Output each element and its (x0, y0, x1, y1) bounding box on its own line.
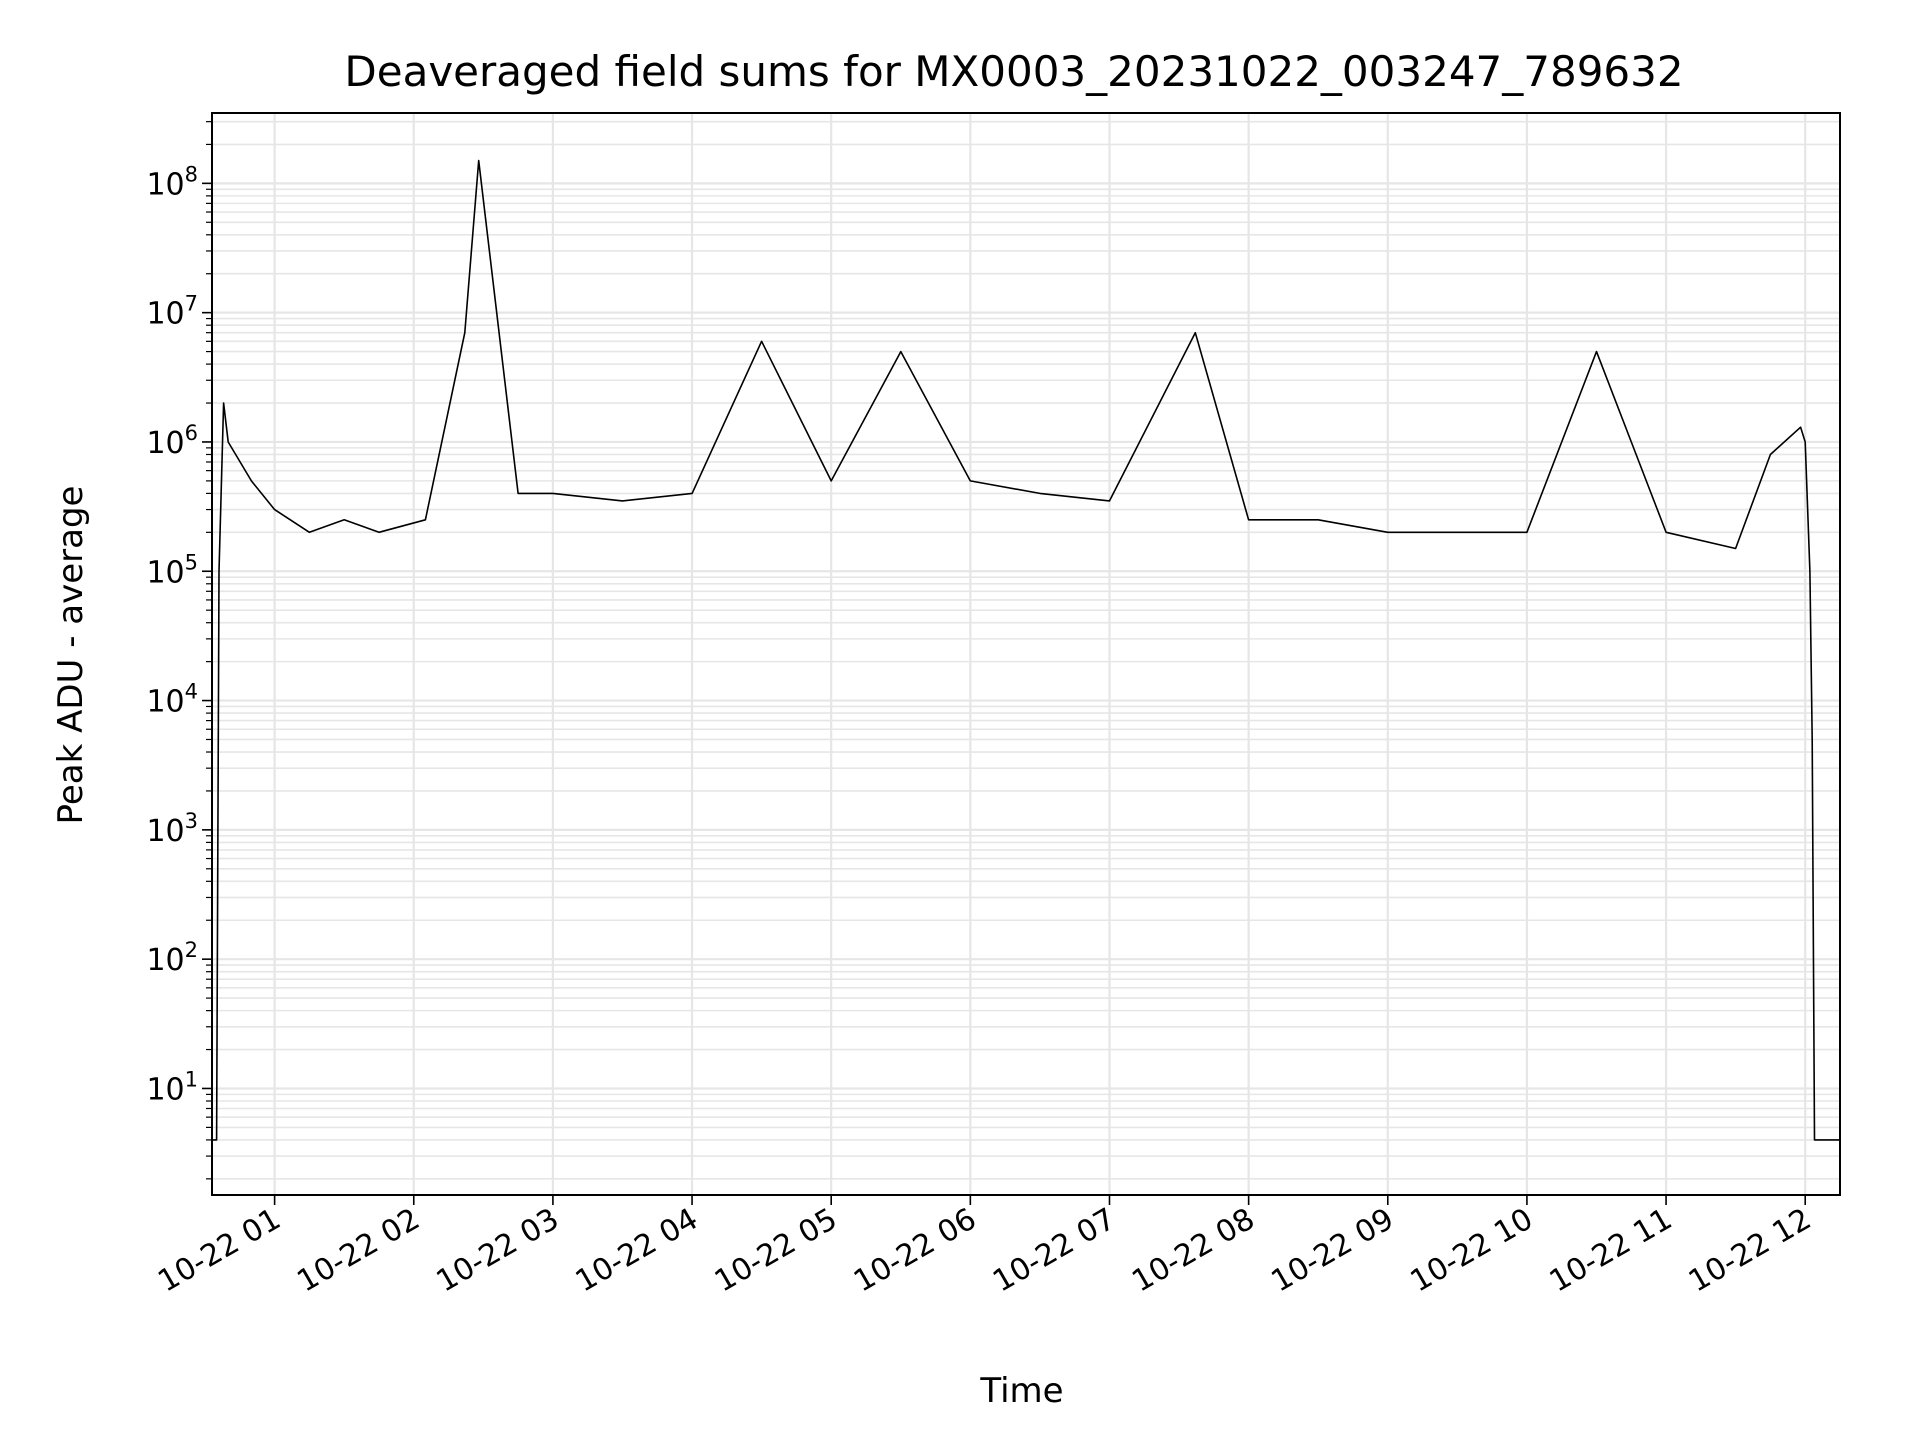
series-line (212, 159, 1840, 1141)
x-axis-label: Time (979, 1371, 1063, 1411)
y-tick-base: 10 (146, 426, 184, 461)
y-tick-label: 105 (146, 550, 198, 590)
y-tick-label: 102 (146, 938, 198, 978)
y-tick-exponent: 6 (185, 421, 198, 445)
y-tick-label: 108 (146, 162, 198, 202)
chart-title: Deaveraged field sums for MX0003_2023102… (344, 47, 1683, 96)
y-tick-exponent: 2 (185, 938, 198, 962)
y-tick-exponent: 7 (185, 292, 198, 316)
series-layer (212, 159, 1840, 1141)
y-tick-base: 10 (146, 1072, 184, 1107)
y-tick-exponent: 3 (185, 809, 198, 833)
y-tick-base: 10 (146, 943, 184, 978)
y-tick-label: 103 (146, 809, 198, 849)
axes-frame (211, 112, 1841, 1196)
y-tick-exponent: 4 (185, 680, 198, 704)
y-tick-exponent: 8 (185, 162, 198, 186)
y-tick-label: 101 (146, 1067, 198, 1107)
y-tick-base: 10 (146, 167, 184, 202)
y-tick-base: 10 (146, 685, 184, 720)
y-tick-base: 10 (146, 814, 184, 849)
y-tick-exponent: 1 (185, 1067, 198, 1091)
grid-layer (212, 113, 1840, 1195)
plot-frame (211, 112, 1841, 1196)
y-tick-exponent: 5 (185, 550, 198, 574)
y-tick-label: 107 (146, 292, 198, 332)
y-tick-base: 10 (146, 297, 184, 332)
y-tick-base: 10 (146, 555, 184, 590)
y-tick-label: 106 (146, 421, 198, 461)
y-tick-label: 104 (146, 680, 198, 720)
y-axis-label: Peak ADU - average (51, 486, 91, 825)
